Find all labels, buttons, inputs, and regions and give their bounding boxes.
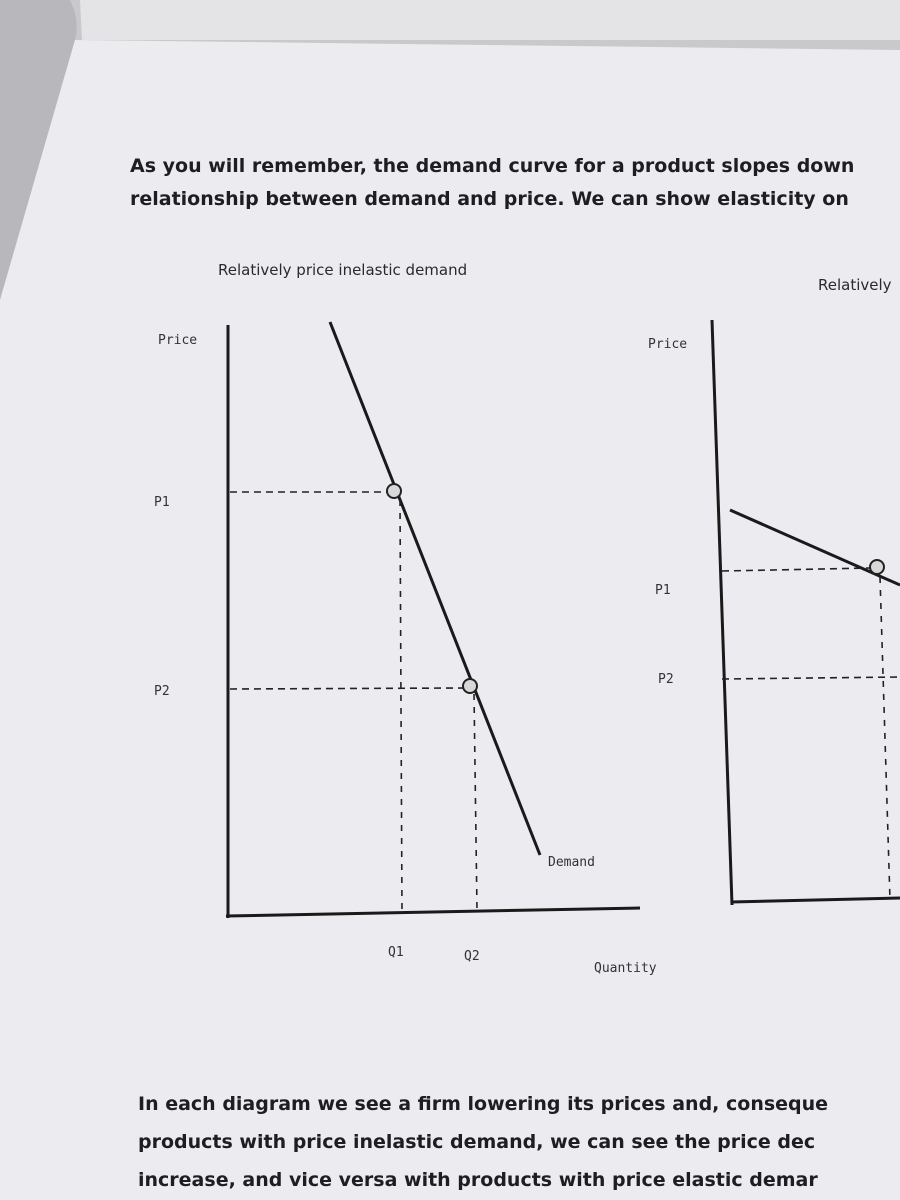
y-axis-label: Price (158, 333, 197, 348)
intro-line: As you will remember, the demand curve f… (130, 155, 854, 177)
diagram-title: Relatively (818, 276, 892, 294)
paper (0, 40, 900, 1200)
point (386, 483, 402, 499)
y-axis (710, 319, 734, 906)
outro-line: increase, and vice versa with products w… (138, 1169, 818, 1191)
outro-line: products with price inelastic demand, we… (138, 1131, 815, 1153)
p2-label: P2 (154, 684, 170, 699)
x-axis (730, 896, 900, 904)
y-axis-label: Price (648, 337, 687, 352)
intro-line: relationship between demand and price. W… (130, 188, 849, 210)
point (869, 559, 885, 575)
q1-guide (879, 576, 891, 901)
p1-guide (721, 567, 871, 572)
x-axis (225, 906, 641, 918)
q2-label: Q2 (464, 949, 480, 964)
p1-label: P1 (154, 495, 170, 510)
demand-curve (328, 321, 542, 856)
page-edge (0, 0, 77, 300)
p2-guide (229, 687, 465, 690)
p2-guide (721, 676, 900, 680)
q2-guide (473, 693, 478, 911)
p1-label: P1 (655, 583, 671, 598)
x-axis-label: Quantity (594, 961, 657, 976)
p2-label: P2 (658, 672, 674, 687)
diagram-title: Relatively price inelastic demand (218, 261, 467, 279)
top-page (80, 0, 900, 40)
q1-label: Q1 (388, 945, 404, 960)
point (462, 678, 478, 694)
q1-guide (399, 499, 403, 913)
curve-label: Demand (548, 855, 595, 870)
outro-line: In each diagram we see a firm lowering i… (138, 1093, 828, 1115)
